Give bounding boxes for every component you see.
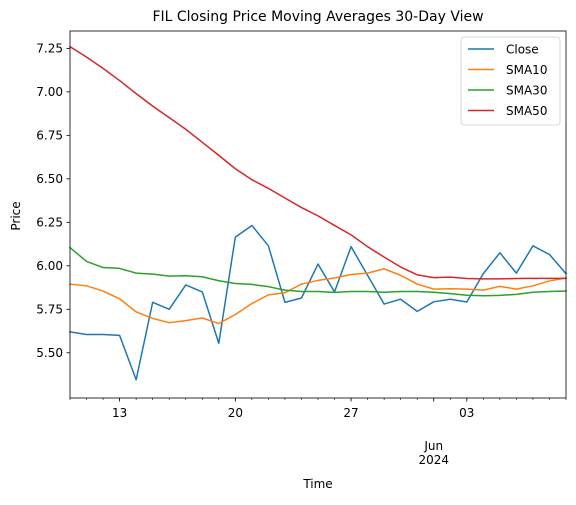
plot-area-frame bbox=[69, 30, 567, 399]
y-tick-label: 6.50 bbox=[36, 172, 63, 186]
series-line-sma10 bbox=[69, 268, 567, 325]
legend-label-sma50: SMA50 bbox=[506, 104, 547, 118]
y-tick-label: 7.00 bbox=[36, 85, 63, 99]
chart-title: FIL Closing Price Moving Averages 30-Day… bbox=[152, 9, 483, 25]
x-tick-label: 27 bbox=[343, 406, 358, 420]
x-axis-label: Time bbox=[302, 477, 332, 491]
x-tick-label: 13 bbox=[112, 406, 127, 420]
y-tick-label: 7.25 bbox=[36, 41, 63, 55]
series-line-close bbox=[69, 224, 568, 381]
y-tick-label: 6.00 bbox=[36, 259, 63, 273]
legend-label-close: Close bbox=[506, 43, 539, 57]
y-tick-label: 6.75 bbox=[36, 128, 63, 142]
legend-label-sma30: SMA30 bbox=[506, 84, 547, 98]
legend-box bbox=[460, 36, 561, 126]
legend: Close SMA10 SMA30 SMA50 bbox=[460, 36, 561, 126]
series-line-sma50 bbox=[68, 45, 567, 280]
y-tick-label: 5.50 bbox=[36, 346, 63, 360]
x-tick-label: 03 bbox=[459, 406, 474, 420]
plot-lines bbox=[68, 45, 568, 381]
y-tick-label: 6.25 bbox=[36, 215, 63, 229]
x-tick-secondary-label: Jun bbox=[423, 439, 443, 453]
axes-ticks: 5.50 5.75 6.00 6.25 6.50 6.75 7.00 7.25 13 20 27 03… bbox=[36, 41, 567, 467]
y-axis-label: Price bbox=[9, 201, 23, 230]
legend-label-sma10: SMA10 bbox=[506, 63, 547, 77]
y-tick-label: 5.75 bbox=[36, 302, 63, 316]
series-line-sma30 bbox=[68, 246, 567, 297]
x-tick-label: 20 bbox=[228, 406, 243, 420]
x-tick-secondary-label: 2024 bbox=[418, 453, 449, 467]
